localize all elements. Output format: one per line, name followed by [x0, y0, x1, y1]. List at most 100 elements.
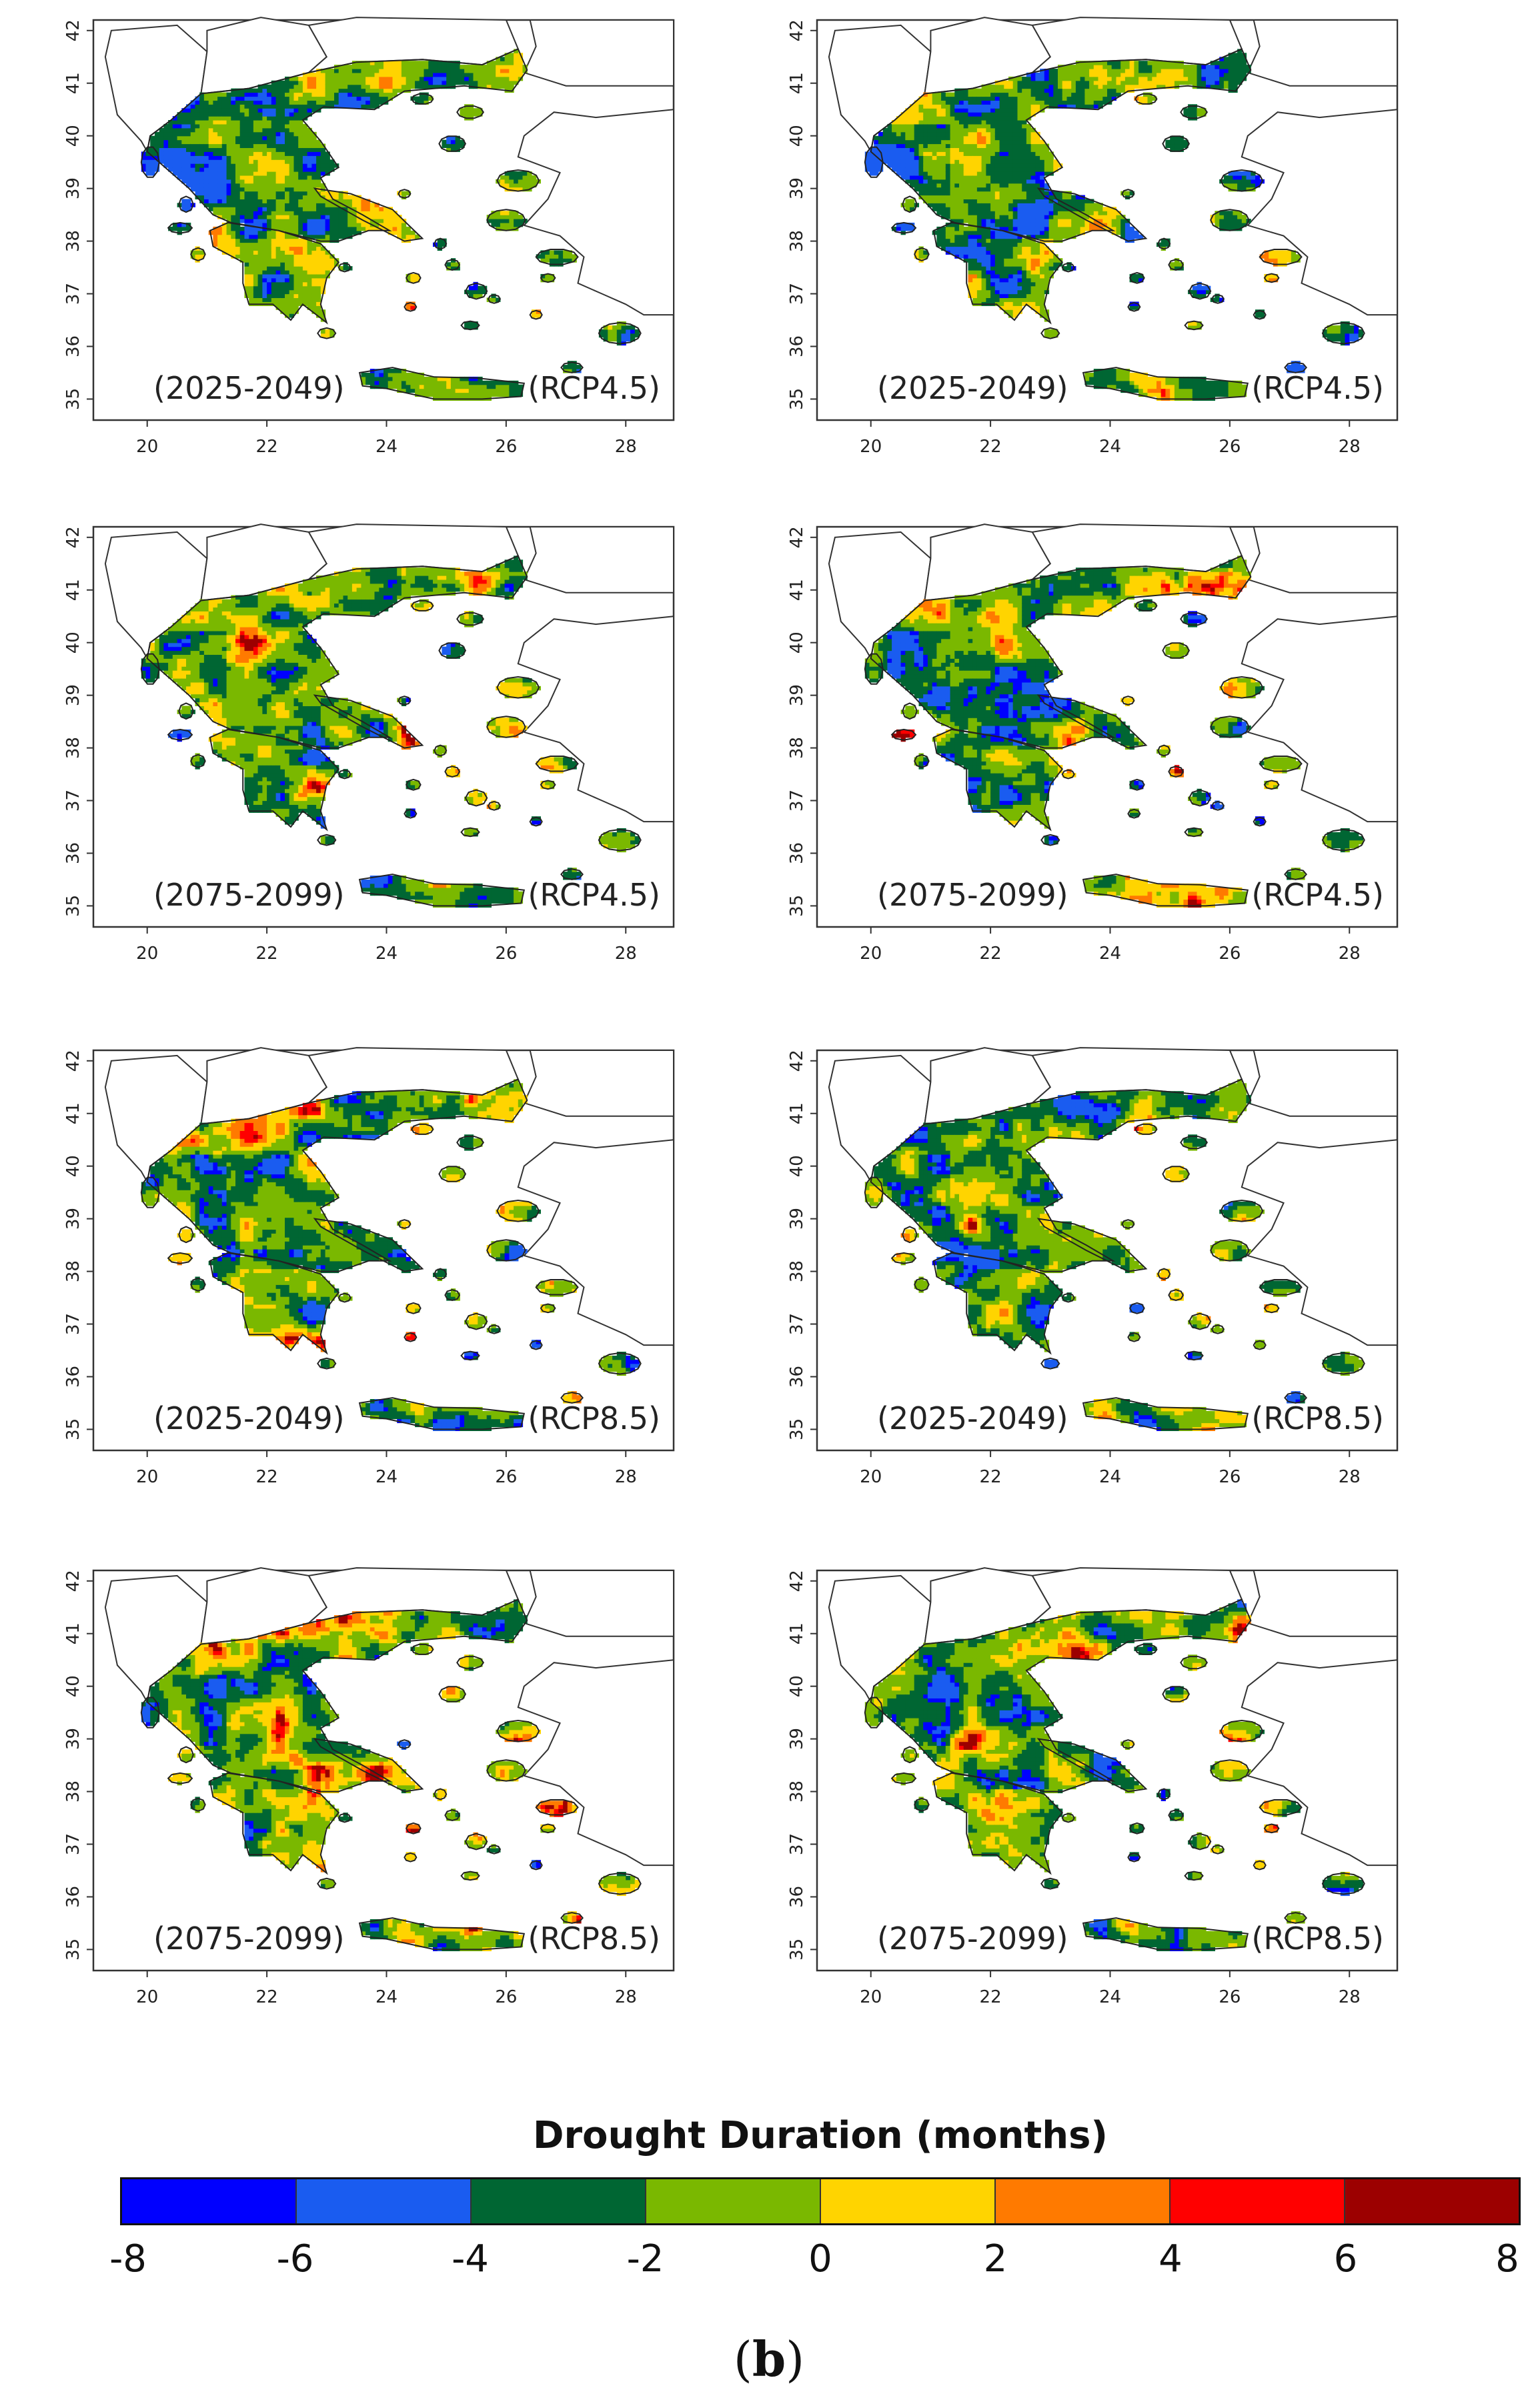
coastline	[1210, 209, 1250, 231]
coastline	[398, 189, 412, 199]
map-panel: 20 22 24 26 28 35 36 37 38 39 40 41 42 (2025-2049) (RC…	[63, 17, 760, 497]
coastline	[317, 1357, 337, 1370]
coastline	[486, 716, 526, 738]
period-label: (2075-2099)	[153, 1921, 345, 1957]
coastline	[1263, 780, 1280, 790]
coastline	[444, 766, 461, 778]
x-tick-label: 26	[1219, 944, 1241, 964]
coastline	[486, 1759, 526, 1782]
coastline	[140, 1696, 160, 1728]
coastline	[902, 1226, 918, 1244]
coastline	[405, 271, 422, 284]
y-tick-label: 37	[787, 1833, 807, 1855]
y-tick-label: 42	[787, 1570, 807, 1592]
coastline	[434, 744, 448, 757]
coastline	[932, 728, 1064, 832]
coastline	[1127, 1852, 1141, 1863]
coastline	[1061, 769, 1075, 780]
coastline	[1321, 321, 1365, 345]
coastline	[317, 834, 337, 846]
x-tick-label: 22	[980, 437, 1002, 457]
coastline	[464, 789, 488, 807]
coastline	[411, 93, 434, 105]
coastline	[1061, 1813, 1075, 1823]
coastline	[1128, 1822, 1145, 1835]
coastline	[1040, 327, 1060, 339]
coastline	[317, 1877, 337, 1890]
coastline	[1259, 756, 1303, 772]
colorbar	[120, 2177, 1521, 2225]
coastline	[1040, 834, 1060, 846]
coastline	[456, 1136, 485, 1150]
coastline	[1082, 367, 1249, 400]
y-tick-label: 36	[787, 842, 807, 864]
y-tick-label: 36	[787, 1366, 807, 1388]
colorbar-tick-label: 6	[1334, 2237, 1358, 2281]
y-tick-label: 41	[787, 1102, 807, 1124]
figure-label-letter: b	[752, 2331, 786, 2387]
coastline	[864, 1176, 884, 1208]
figure-label-open: (	[734, 2331, 752, 2387]
coastline	[1121, 189, 1135, 199]
coastline	[404, 808, 418, 819]
x-tick-label: 28	[1339, 944, 1361, 964]
coastline	[487, 1845, 502, 1855]
figure-label: (b)	[0, 2331, 1538, 2387]
neighbour-country-outline	[1247, 19, 1398, 87]
coastline	[486, 1239, 526, 1262]
x-tick-label: 24	[1099, 437, 1121, 457]
coastline	[1134, 1643, 1158, 1655]
colorbar-segment	[472, 2179, 646, 2223]
period-label: (2025-2049)	[153, 370, 345, 406]
x-tick-label: 26	[495, 437, 517, 457]
y-tick-label: 41	[63, 1622, 83, 1644]
coastline	[460, 1350, 480, 1361]
coastline	[434, 1788, 448, 1800]
y-tick-label: 39	[63, 684, 83, 706]
x-tick-label: 24	[375, 437, 398, 457]
coastline	[1284, 1392, 1308, 1404]
coastline	[190, 247, 206, 261]
coastline	[209, 221, 340, 325]
coastline	[1263, 1303, 1280, 1314]
y-tick-label: 35	[63, 1418, 83, 1440]
x-tick-label: 22	[256, 437, 278, 457]
map-plot: 20 22 24 26 28 35 36 37 38 39 40 41 42 (2025-2049) (RC…	[787, 1047, 1399, 1487]
coastline	[1184, 1871, 1204, 1881]
x-tick-label: 28	[615, 1467, 637, 1487]
coastline	[1284, 868, 1308, 880]
x-tick-label: 26	[495, 1987, 517, 2007]
y-tick-label: 42	[787, 526, 807, 548]
coastline	[1036, 187, 1148, 242]
coastline	[1184, 827, 1204, 838]
coastline	[529, 1860, 543, 1871]
coastline	[1180, 1136, 1209, 1150]
coastline	[434, 237, 448, 250]
colorbar-segment	[297, 2179, 472, 2223]
x-tick-label: 20	[860, 1467, 882, 1487]
x-tick-label: 26	[495, 1467, 517, 1487]
coastline	[404, 1332, 418, 1342]
coastline	[932, 1252, 1064, 1355]
coastline	[178, 1226, 194, 1244]
scenario-label: (RCP4.5)	[528, 370, 660, 406]
coastline	[864, 146, 884, 178]
coastline	[914, 1277, 930, 1292]
coastline	[444, 1289, 461, 1302]
coastline	[496, 1199, 540, 1222]
figure-label-close: )	[786, 2331, 804, 2387]
coastline	[1082, 874, 1249, 907]
y-tick-label: 41	[63, 72, 83, 94]
colorbar-tick-label: -8	[109, 2237, 147, 2281]
coastline	[1082, 1397, 1249, 1430]
neighbour-country-outline	[523, 1570, 674, 1637]
coastline	[598, 828, 642, 852]
coastline	[337, 262, 351, 273]
coastline	[540, 1823, 556, 1834]
coastline	[914, 1797, 930, 1812]
coastline	[460, 320, 480, 331]
coastline	[598, 1872, 642, 1895]
coastline	[140, 146, 160, 178]
coastline	[358, 367, 526, 400]
y-tick-label: 37	[787, 1313, 807, 1335]
